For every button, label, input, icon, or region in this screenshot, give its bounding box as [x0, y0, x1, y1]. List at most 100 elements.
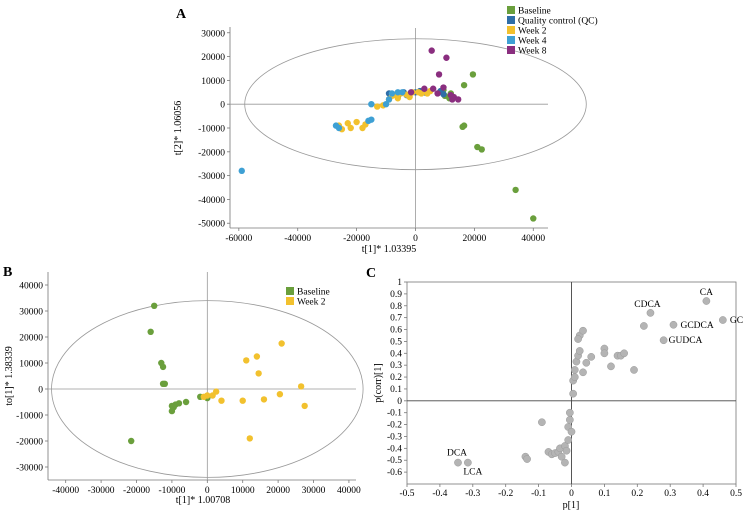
panel-a-point-week-2 [353, 118, 360, 126]
panel-c-point-metabolite [567, 427, 576, 436]
panel-b-point-week-2 [246, 435, 253, 442]
panel-c-y-label: p(corr)[1] [373, 363, 384, 402]
panel-c-point-metabolite [620, 349, 628, 358]
panel-a-point-week-2 [394, 95, 402, 102]
panel-c-x-tick-label: 0.5 [730, 489, 742, 499]
panel-c-point-metabolite [607, 362, 615, 371]
panel-b-x-tick-label: -20000 [123, 486, 150, 496]
panel-b-y-label: to[1]* 1.38339 [4, 346, 15, 405]
panel-b-point-baseline [127, 437, 135, 445]
panel-c-annotation-gudca: GUDCA [669, 336, 703, 346]
panel-b-point-week-2 [260, 396, 268, 403]
panel-b-y-tick-label: -10000 [16, 412, 43, 422]
panel-b-point-week-2 [278, 340, 285, 347]
panel-a-point-baseline [469, 71, 477, 78]
panel-c-y-tick-label: -0.6 [387, 468, 402, 478]
panel-a-plot-area: -60000 -40000 -20000 0 20000 40000 -50000 -4000… [198, 28, 587, 244]
panel-c-point-metabolite [561, 458, 569, 467]
panel-c-x-tick-label: 0 [569, 489, 574, 499]
panel-c-point-metabolite [669, 320, 678, 329]
panel-b-point-baseline [151, 302, 158, 309]
panel-a-y-tick-label: -50000 [198, 220, 225, 230]
panel-c-annotation-gcdca: GCDCA [680, 321, 713, 331]
panel-a-point-week-4 [238, 167, 245, 175]
panel-b-x-tick-label: 30000 [302, 486, 326, 496]
panel-a-point-week-8 [421, 85, 428, 92]
panel-c-x-label: p[1] [563, 500, 580, 510]
panel-c-point-metabolite [579, 326, 587, 335]
panel-a-y-tick-label: 20000 [201, 53, 225, 63]
panel-c-y-tick-label: 0.1 [390, 385, 402, 395]
panel-c-annotation-dca: DCA [447, 449, 467, 459]
panel-c-point-metabolite [582, 358, 591, 367]
panel-a-point-week-2 [418, 90, 425, 97]
panel-c-annotation-lca: LCA [463, 468, 482, 478]
panel-b-x-tick-label: -40000 [52, 486, 79, 496]
panel-a-point-week-8 [443, 54, 450, 61]
panel-a-point-week-8 [407, 89, 415, 96]
panel-a-point-week-4 [382, 100, 390, 108]
panel-a-hotelling-ellipse [244, 38, 587, 171]
panel-c-y-tick-label: -0.1 [387, 409, 402, 419]
panel-a-x-tick-label: -40000 [284, 234, 311, 244]
panel-c-y-tick-label: -0.3 [387, 432, 402, 442]
panel-c-x-tick-label: 0.4 [697, 489, 709, 499]
panel-b-label: B [3, 265, 12, 280]
panel-a-point-week-8 [435, 71, 443, 78]
panel-c-point-metabolite [570, 366, 579, 374]
panel-c-point-metabolite [569, 389, 577, 398]
panel-c-y-tick-label: 1 [397, 278, 402, 288]
panel-b-legend-label: Week 2 [297, 298, 326, 308]
panel-b-point-baseline [175, 400, 183, 407]
panel-a-x-tick-label: -20000 [343, 234, 370, 244]
panel-a-y-label: t[2]* 1.06056 [173, 101, 184, 155]
panel-a-legend-label: Baseline [518, 7, 551, 17]
panel-b-hotelling-ellipse [51, 300, 364, 478]
panel-c-x-tick-label: 0.1 [598, 489, 610, 499]
panel-a-point-week-4 [394, 89, 402, 96]
panel-c-x-tick-label: 0.2 [631, 489, 643, 499]
panel-a-point-week-2 [374, 103, 381, 110]
panel-a-x-tick-label: 0 [413, 234, 418, 244]
panel-a-y-tick-label: 10000 [201, 77, 225, 87]
panel-a-legend-swatch [507, 6, 515, 14]
panel-c-y-tick-label: 0.6 [390, 326, 402, 336]
panel-b-x-tick-label: 40000 [337, 486, 361, 496]
panel-a-legend-swatch [507, 46, 515, 54]
panel-a-point-baseline [478, 146, 485, 153]
panel-c-y-tick-label: 0.8 [390, 302, 402, 312]
panel-b-x-tick-label: -30000 [88, 486, 115, 496]
panel-c-annotation-gca: GCA [730, 316, 743, 326]
panel-b-point-week-2 [209, 392, 216, 399]
panel-c-point-metabolite [579, 368, 587, 377]
panel-b-legend-label: Baseline [297, 288, 330, 298]
panel-b-point-week-2 [297, 383, 305, 390]
panel-b-point-week-2 [218, 397, 225, 404]
panel-a-point-week-4 [388, 90, 396, 97]
panel-b-point-baseline [182, 398, 190, 406]
panel-a-legend-label: Quality control (QC) [518, 16, 598, 27]
panel-a-point-week-8 [429, 85, 437, 92]
panel-a-point-week-8 [428, 47, 435, 54]
panel-b-point-week-2 [253, 353, 261, 360]
panel-b-legend-swatch [286, 287, 294, 295]
panel-a-legend-label: Week 4 [518, 37, 547, 47]
panel-a-legend-swatch [507, 26, 515, 34]
panel-a-scores-plot: A -60000 -40000 -20000 0 20000 40000 -50000 -40… [173, 6, 598, 255]
panel-a-y-tick-label: -30000 [198, 172, 225, 182]
panel-a-point-week-8 [454, 96, 462, 103]
panel-a-point-quality-control-qc [440, 90, 447, 98]
panel-b-point-week-2 [243, 357, 250, 364]
panel-c-annotation-cdca: CDCA [634, 300, 661, 310]
panel-a-label: A [176, 7, 187, 22]
panel-b-y-tick-label: 10000 [19, 360, 43, 370]
panel-b-point-baseline [159, 380, 167, 387]
panel-a-point-week-8 [440, 84, 447, 91]
panel-a-point-baseline [460, 81, 468, 89]
panel-a-point-week-4 [399, 89, 406, 96]
panel-c-point-metabolite [566, 408, 574, 417]
panel-c-point-metabolite [587, 353, 596, 361]
panel-c-point-metabolite [718, 316, 727, 324]
panel-a-point-week-8 [447, 91, 455, 99]
